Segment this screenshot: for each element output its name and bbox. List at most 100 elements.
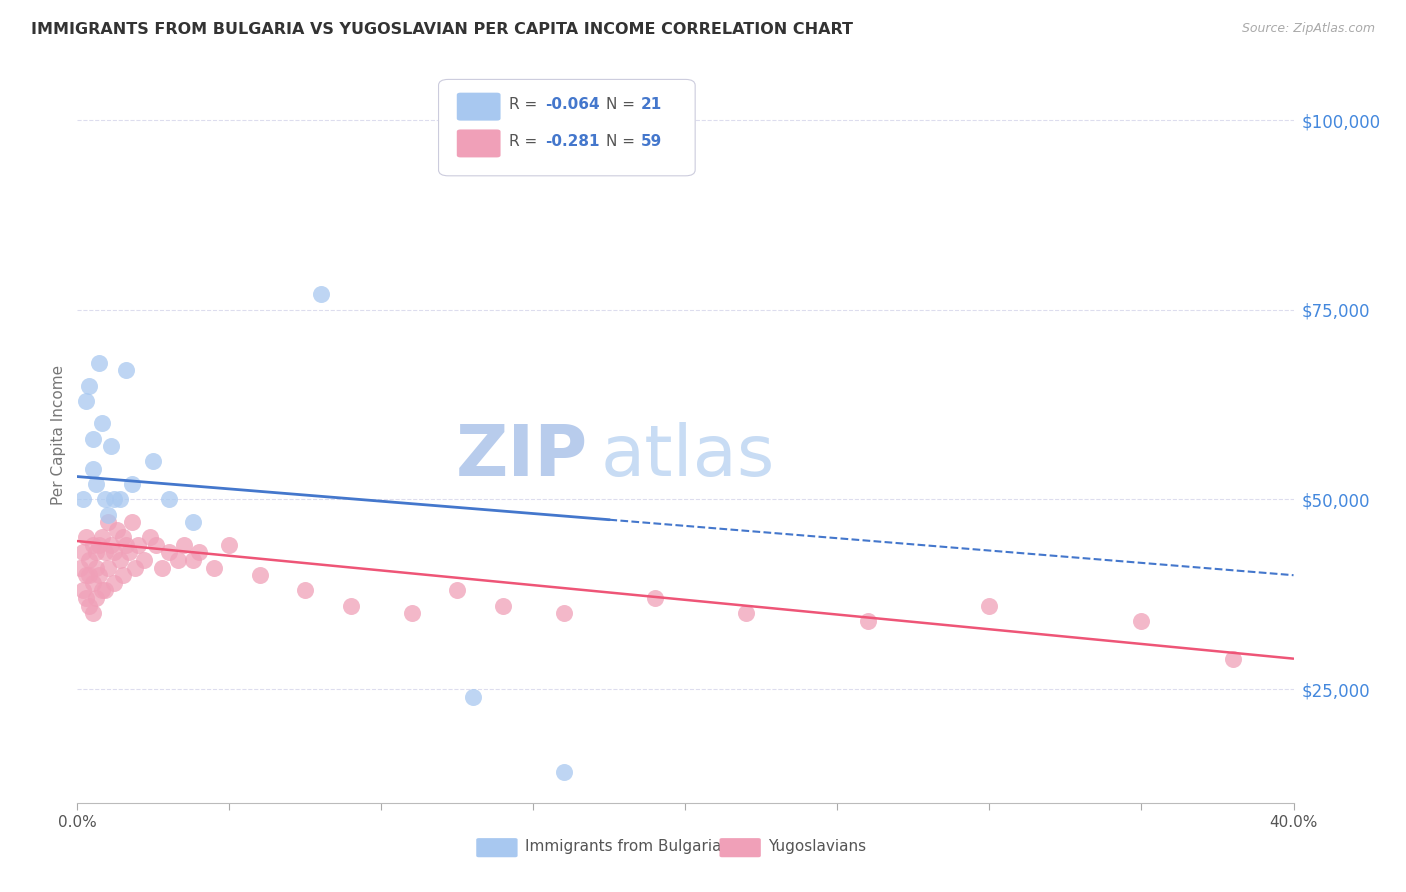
Point	[82, 575, 104, 590]
Text: Immigrants from Bulgaria: Immigrants from Bulgaria	[524, 839, 721, 855]
Point	[87, 356, 110, 370]
Point	[294, 583, 316, 598]
Point	[553, 765, 575, 780]
Point	[461, 690, 484, 704]
Point	[79, 599, 101, 613]
Text: ZIP: ZIP	[456, 423, 588, 491]
Point	[75, 393, 97, 408]
Point	[103, 545, 125, 559]
Point	[856, 614, 879, 628]
Point	[97, 515, 120, 529]
Point	[181, 515, 204, 529]
Point	[82, 538, 104, 552]
Point	[115, 538, 138, 552]
Point	[218, 538, 240, 552]
Point	[181, 553, 204, 567]
Y-axis label: Per Capita Income: Per Capita Income	[51, 365, 66, 505]
Point	[145, 538, 167, 552]
Point	[492, 599, 515, 613]
Text: R =: R =	[509, 135, 537, 150]
Point	[553, 606, 575, 620]
Point	[111, 568, 134, 582]
Point	[121, 515, 143, 529]
Point	[90, 417, 112, 431]
Text: 59: 59	[640, 135, 662, 150]
Point	[157, 545, 180, 559]
Point	[72, 492, 94, 507]
FancyBboxPatch shape	[439, 79, 695, 176]
Point	[97, 508, 120, 522]
Point	[103, 575, 125, 590]
Point	[75, 530, 97, 544]
Point	[446, 583, 468, 598]
Point	[188, 545, 211, 559]
Point	[157, 492, 180, 507]
Point	[121, 477, 143, 491]
FancyBboxPatch shape	[477, 838, 517, 857]
Point	[84, 560, 107, 574]
Text: N =: N =	[606, 135, 636, 150]
Text: Yugoslavians: Yugoslavians	[768, 839, 866, 855]
Point	[127, 538, 149, 552]
Point	[93, 545, 115, 559]
Point	[84, 477, 107, 491]
Point	[1222, 651, 1244, 665]
Point	[115, 363, 138, 377]
FancyBboxPatch shape	[720, 838, 761, 857]
Point	[87, 568, 110, 582]
Point	[75, 568, 97, 582]
Point	[97, 560, 120, 574]
Text: -0.064: -0.064	[546, 97, 600, 112]
Point	[103, 492, 125, 507]
Point	[139, 530, 162, 544]
Point	[84, 591, 107, 605]
Point	[93, 583, 115, 598]
Point	[82, 432, 104, 446]
Point	[79, 378, 101, 392]
Point	[124, 560, 146, 574]
Point	[401, 606, 423, 620]
FancyBboxPatch shape	[457, 93, 501, 120]
Point	[100, 439, 122, 453]
Text: -0.281: -0.281	[546, 135, 600, 150]
Point	[1130, 614, 1153, 628]
Point	[82, 606, 104, 620]
Point	[173, 538, 195, 552]
Point	[100, 538, 122, 552]
Point	[340, 599, 363, 613]
Point	[93, 492, 115, 507]
Point	[69, 560, 91, 574]
Point	[152, 560, 174, 574]
Text: atlas: atlas	[600, 423, 775, 491]
Point	[249, 568, 271, 582]
Point	[202, 560, 225, 574]
Point	[134, 553, 156, 567]
Point	[142, 454, 165, 468]
Point	[111, 530, 134, 544]
Point	[75, 591, 97, 605]
Point	[118, 545, 141, 559]
Text: 21: 21	[640, 97, 662, 112]
Point	[108, 553, 131, 567]
Point	[79, 568, 101, 582]
Text: N =: N =	[606, 97, 636, 112]
Point	[309, 287, 332, 301]
Point	[82, 462, 104, 476]
Point	[87, 538, 110, 552]
Text: Source: ZipAtlas.com: Source: ZipAtlas.com	[1241, 22, 1375, 36]
Text: IMMIGRANTS FROM BULGARIA VS YUGOSLAVIAN PER CAPITA INCOME CORRELATION CHART: IMMIGRANTS FROM BULGARIA VS YUGOSLAVIAN …	[31, 22, 853, 37]
Point	[166, 553, 188, 567]
Point	[979, 599, 1001, 613]
Point	[735, 606, 758, 620]
Point	[644, 591, 666, 605]
Point	[72, 545, 94, 559]
Point	[90, 530, 112, 544]
Point	[105, 523, 128, 537]
Point	[108, 492, 131, 507]
Point	[72, 583, 94, 598]
Point	[79, 553, 101, 567]
FancyBboxPatch shape	[457, 129, 501, 157]
Point	[90, 583, 112, 598]
Text: R =: R =	[509, 97, 537, 112]
Point	[84, 545, 107, 559]
